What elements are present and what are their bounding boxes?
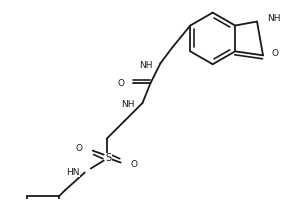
Text: HN: HN bbox=[66, 168, 80, 177]
Text: O: O bbox=[272, 49, 278, 58]
Text: O: O bbox=[130, 160, 138, 169]
Text: S: S bbox=[106, 153, 112, 163]
Text: O: O bbox=[118, 79, 124, 88]
Text: NH: NH bbox=[121, 100, 135, 109]
Text: NH: NH bbox=[267, 14, 280, 23]
Text: O: O bbox=[76, 144, 83, 153]
Text: NH: NH bbox=[139, 61, 152, 70]
